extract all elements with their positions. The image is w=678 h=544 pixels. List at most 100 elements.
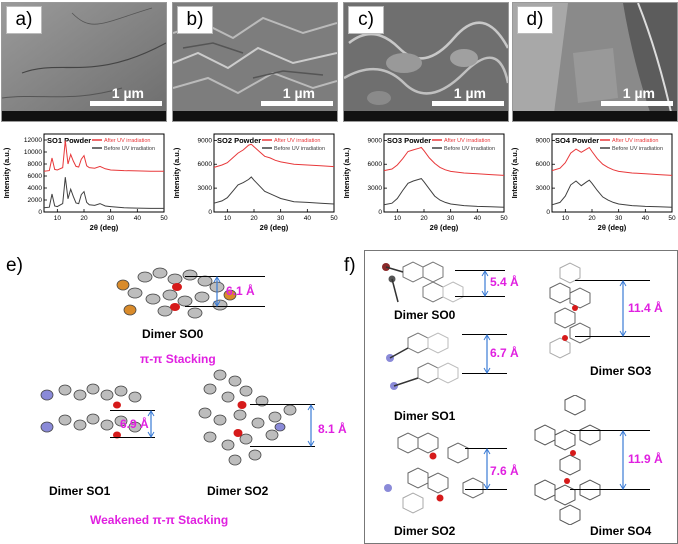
legend-after-label: After UV irradiation <box>444 138 490 144</box>
y-tick-label: 12000 <box>24 137 42 144</box>
y-axis-label: Intensity (a.u.) <box>172 147 181 198</box>
y-tick-label: 0 <box>38 209 42 216</box>
sem-image-d: d) 1 µm <box>512 2 678 122</box>
molecule-dimer-so2-f <box>384 432 484 514</box>
scale-bar-label-b: 1 µm <box>282 85 315 101</box>
plane-line-so1-bottom-f <box>462 373 507 374</box>
y-tick-label: 10000 <box>24 149 42 156</box>
sem-info-bar-b <box>173 111 337 121</box>
x-tick-label: 20 <box>588 215 596 222</box>
distance-label-so0-f: 5.4 Å <box>490 275 519 289</box>
legend-before-label: Before UV irradiation <box>274 146 325 152</box>
x-tick-label: 40 <box>304 215 312 222</box>
molecule-dimer-so1-e <box>40 383 142 439</box>
x-tick-label: 10 <box>224 215 232 222</box>
distance-label-so2-e: 8.1 Å <box>318 422 347 436</box>
caption-dimer-so1-e: Dimer SO1 <box>49 484 111 498</box>
plot-frame <box>383 133 505 213</box>
x-tick-label: 30 <box>615 215 623 222</box>
plane-line-so1-bottom-e <box>110 437 155 438</box>
plane-line-so1-top-e <box>110 410 155 411</box>
x-tick-label: 10 <box>394 215 402 222</box>
caption-dimer-so4-f: Dimer SO4 <box>590 524 652 538</box>
panel-label-d: d) <box>517 6 553 34</box>
y-tick-label: 0 <box>208 209 212 216</box>
plane-line-so0-top-e <box>185 276 265 277</box>
y-tick-label: 2000 <box>28 197 43 204</box>
panel-label-b: b) <box>177 6 213 34</box>
xrd-chart-c: SO3 Powder After UV irradiation Before UV … <box>342 133 508 232</box>
legend-before-label: Before UV irradiation <box>444 146 495 152</box>
series-after-uv <box>43 140 164 172</box>
sem-image-a: a) 1 µm <box>1 2 167 122</box>
caption-dimer-so0-f: Dimer SO0 <box>394 308 456 322</box>
scale-bar-label-d: 1 µm <box>622 85 655 101</box>
distance-label-so1-f: 6.7 Å <box>490 346 519 360</box>
y-tick-label: 3000 <box>198 185 213 192</box>
weakened-stacking-label: Weakened π-π Stacking <box>90 513 229 527</box>
y-tick-label: 0 <box>546 209 550 216</box>
distance-arrow-so0-f <box>481 270 489 297</box>
xrd-chart-b: SO2 Powder After UV irradiation Before UV … <box>172 133 338 232</box>
legend-after-label: After UV irradiation <box>612 138 658 144</box>
distance-arrow-so3-f <box>619 280 627 337</box>
series-before-uv <box>383 178 505 208</box>
plane-line-so2-bottom-f <box>465 489 507 490</box>
plane-line-so0-top-f <box>455 270 505 271</box>
y-tick-label: 8000 <box>28 161 43 168</box>
y-tick-label: 9000 <box>368 137 383 144</box>
y-tick-label: 6000 <box>28 173 43 180</box>
molecule-dimer-so3-f <box>549 262 591 359</box>
plane-line-so2-bottom-e <box>250 446 315 447</box>
plot-frame <box>43 133 165 213</box>
plane-line-so2-top-e <box>250 404 315 405</box>
caption-dimer-so1-f: Dimer SO1 <box>394 409 456 423</box>
plane-line-so3-top-f <box>575 280 650 281</box>
pi-stacking-label: π-π Stacking <box>140 352 216 366</box>
scale-bar-a <box>90 101 162 106</box>
x-tick-label: 30 <box>277 215 285 222</box>
scale-bar-d <box>601 101 673 106</box>
distance-label-so2-f: 7.6 Å <box>490 464 519 478</box>
x-tick-label: 50 <box>500 215 508 222</box>
plane-line-so2-top-f <box>465 448 507 449</box>
xrd-chart-d: SO4 Powder After UV irradiation Before UV … <box>510 133 676 232</box>
sem-info-bar-c <box>344 111 508 121</box>
distance-label-so0-e: 6.1 Å <box>226 284 255 298</box>
x-tick-label: 20 <box>80 215 88 222</box>
x-axis-label: 2θ (deg) <box>430 223 459 232</box>
legend-before-label: Before UV irradiation <box>612 146 663 152</box>
y-tick-label: 9000 <box>536 137 551 144</box>
molecule-dimer-so0-e <box>116 267 237 319</box>
panel-label-a: a) <box>6 6 42 34</box>
plot-frame <box>213 133 335 213</box>
chart-title: SO3 Powder <box>387 136 431 145</box>
plane-line-so4-bottom-f <box>570 489 650 490</box>
x-tick-label: 50 <box>330 215 338 222</box>
x-tick-label: 50 <box>160 215 168 222</box>
distance-arrow-so1-f <box>483 334 491 374</box>
y-tick-label: 6000 <box>368 161 383 168</box>
y-tick-label: 4000 <box>28 185 43 192</box>
y-axis-label: Intensity (a.u.) <box>342 147 351 198</box>
xrd-chart-a: SO1 Powder After UV irradiation Before UV … <box>2 133 168 232</box>
x-tick-label: 10 <box>54 215 62 222</box>
series-after-uv <box>383 146 505 176</box>
chart-title: SO4 Powder <box>555 136 599 145</box>
plot-frame <box>551 133 673 213</box>
chart-title: SO2 Powder <box>217 136 261 145</box>
distance-label-so1-e: 6.9 Å <box>120 417 149 431</box>
plane-line-so0-bottom-e <box>185 306 265 307</box>
y-axis-label: Intensity (a.u.) <box>510 147 519 198</box>
caption-dimer-so3-f: Dimer SO3 <box>590 364 652 378</box>
x-tick-label: 20 <box>420 215 428 222</box>
molecule-dimer-so4-f <box>534 395 601 525</box>
y-tick-label: 6000 <box>536 161 551 168</box>
distance-arrow-so2-e <box>307 404 315 447</box>
x-axis-label: 2θ (deg) <box>260 223 289 232</box>
distance-arrow-so1-e <box>147 410 155 438</box>
distance-arrow-so2-f <box>483 448 491 490</box>
y-tick-label: 6000 <box>198 161 213 168</box>
distance-arrow-so0-e <box>213 276 221 307</box>
molecule-dimer-so1-f <box>386 332 459 390</box>
